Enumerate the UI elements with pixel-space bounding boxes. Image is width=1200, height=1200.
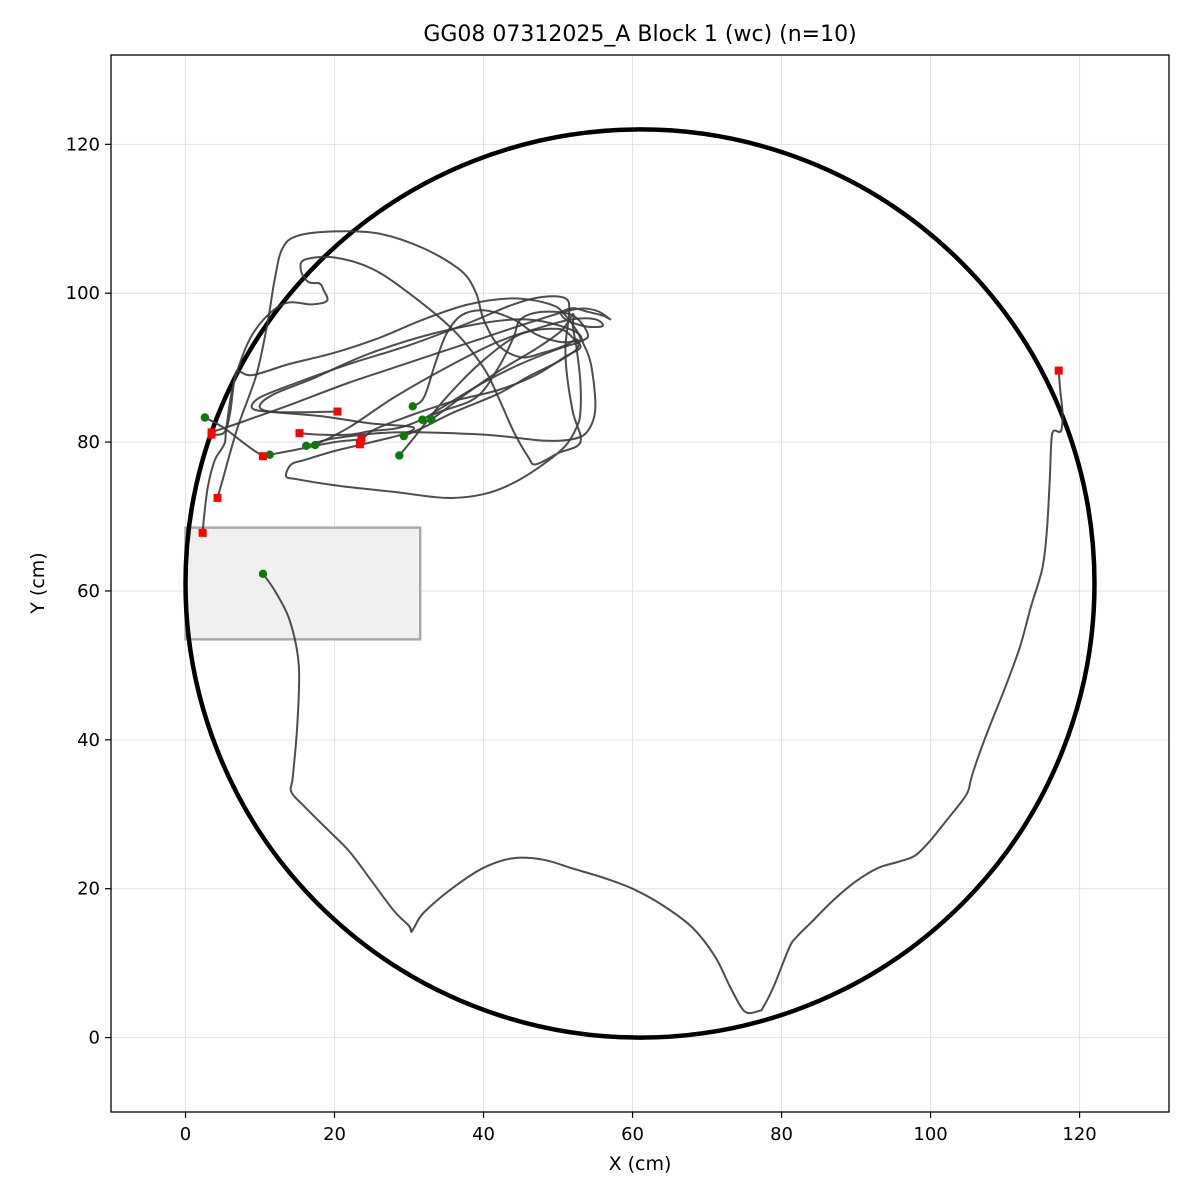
start-marker-2 [200, 413, 210, 422]
chart-title: GG08 07312025_A Block 1 (wc) (n=10) [423, 22, 856, 47]
end-marker-9 [295, 429, 304, 438]
end-marker-4 [333, 407, 342, 416]
x-tick-label: 100 [913, 1124, 947, 1145]
trajectory-2 [203, 416, 264, 458]
y-tick-label: 80 [77, 432, 100, 453]
y-tick-label: 0 [89, 1028, 100, 1049]
y-tick-label: 40 [77, 730, 100, 751]
start-zone-rect [184, 526, 422, 641]
trajectory-10 [201, 255, 582, 534]
y-tick-label: 120 [66, 134, 100, 155]
x-axis-label: X (cm) [609, 1153, 672, 1175]
x-tick-label: 0 [180, 1124, 191, 1145]
start-marker-7 [399, 431, 409, 441]
start-marker-4 [302, 441, 311, 450]
end-marker-10 [198, 528, 207, 537]
x-tick-label: 20 [323, 1124, 346, 1145]
start-zone [184, 526, 422, 641]
y-tick-label: 20 [77, 879, 100, 900]
y-tick-label: 60 [77, 581, 100, 602]
start-marker-1 [258, 569, 268, 579]
end-marker-3 [357, 435, 366, 444]
trajectory-6 [358, 327, 582, 457]
end-marker-8 [207, 430, 216, 439]
x-tick-label: 60 [621, 1124, 644, 1145]
x-tick-label: 40 [472, 1124, 495, 1145]
plot-frame [110, 54, 1170, 1113]
markers [198, 366, 1063, 579]
start-marker-8 [408, 402, 417, 411]
x-tick-label: 80 [770, 1124, 793, 1145]
end-marker-6 [355, 440, 364, 449]
y-axis-label: Y (cm) [27, 552, 49, 614]
trajectory-7 [216, 230, 580, 499]
trajectories [201, 230, 1064, 1015]
start-marker-5 [310, 440, 320, 450]
x-tick-label: 120 [1062, 1124, 1096, 1145]
end-marker-1 [1054, 366, 1063, 375]
end-marker-7 [213, 493, 222, 502]
arena-circle [183, 127, 1097, 1040]
trajectory-9 [298, 310, 590, 436]
start-marker-3 [265, 450, 274, 459]
y-axis: 0 20 40 60 80 100 120 [66, 134, 111, 1049]
trajectory-1 [262, 369, 1064, 1015]
start-marker-9 [418, 415, 427, 424]
arena-boundary [183, 127, 1097, 1040]
start-marker-10 [427, 415, 436, 424]
y-tick-label: 100 [66, 283, 100, 304]
start-marker-6 [395, 451, 404, 460]
end-marker-2 [258, 452, 267, 461]
x-axis: 0 20 40 60 80 100 120 [180, 1112, 1097, 1145]
